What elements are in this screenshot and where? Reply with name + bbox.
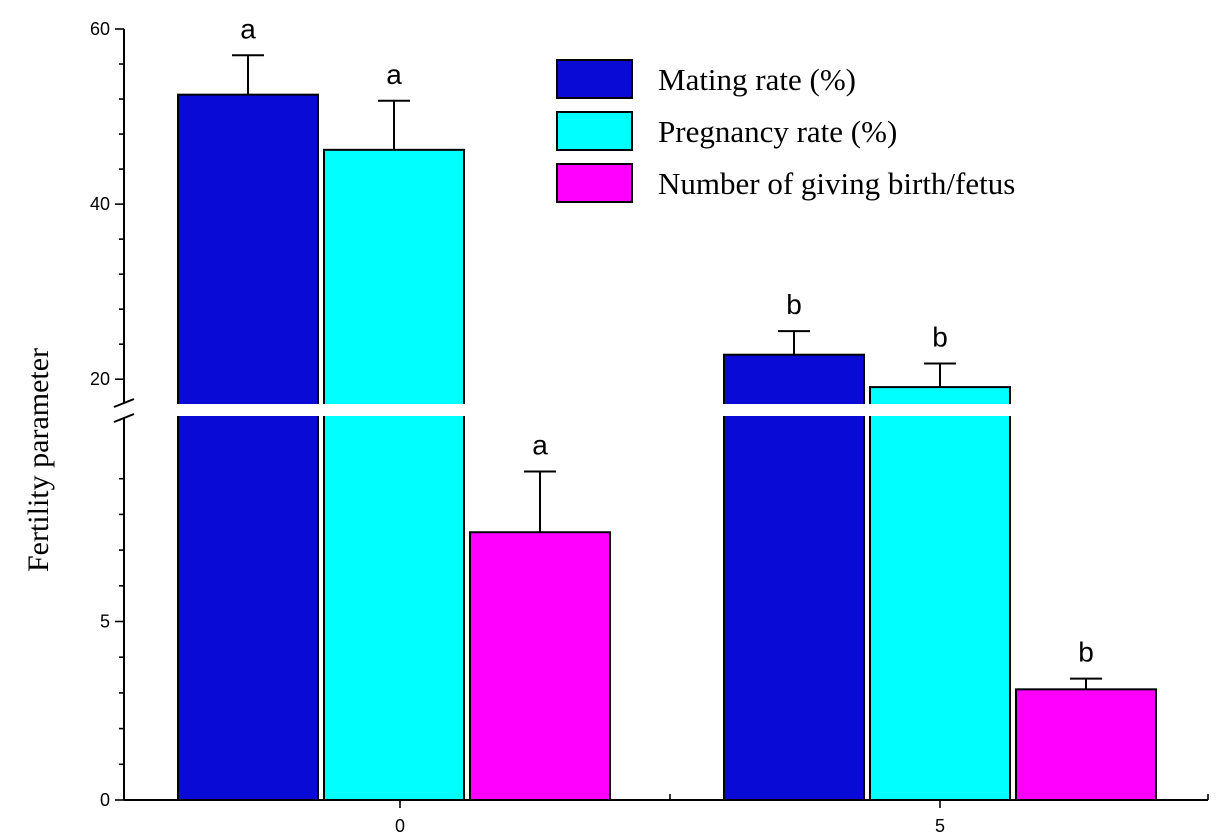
axes: 0 5 20 40 60 0 5 <box>90 19 1209 836</box>
bar <box>723 353 865 801</box>
y-axis-label: Fertility parameter <box>22 348 55 572</box>
y-tick-label: 5 <box>100 612 110 632</box>
legend-swatch <box>556 111 633 151</box>
axis-break-mark <box>113 398 135 423</box>
error-bar <box>378 99 410 150</box>
legend-label: Number of giving birth/fetus <box>658 166 1015 201</box>
significance-label: a <box>240 13 256 44</box>
error-bar <box>232 54 264 95</box>
y-tick-label: 20 <box>90 369 110 389</box>
bars-layer: a a a b b b <box>177 13 1157 802</box>
error-bar <box>778 330 810 355</box>
bar <box>1015 688 1157 802</box>
significance-label: b <box>1078 637 1094 668</box>
legend: Mating rate (%) Pregnancy rate (%) Number … <box>556 59 1015 203</box>
legend-item: Pregnancy rate (%) <box>556 111 897 151</box>
bar <box>869 386 1011 801</box>
bar <box>469 531 611 801</box>
significance-label: a <box>532 430 548 461</box>
significance-label: a <box>386 59 402 90</box>
legend-swatch <box>556 163 633 203</box>
y-tick-label: 40 <box>90 194 110 214</box>
legend-label: Mating rate (%) <box>658 62 856 97</box>
legend-swatch <box>556 59 633 99</box>
axis-break <box>118 404 1208 416</box>
error-bar <box>1070 677 1102 690</box>
error-bar <box>524 470 556 533</box>
bar <box>323 148 465 801</box>
y-tick-label: 0 <box>100 790 110 810</box>
significance-label: b <box>786 289 802 320</box>
significance-label: b <box>932 321 948 352</box>
bar <box>177 93 319 801</box>
legend-item: Number of giving birth/fetus <box>556 163 1015 203</box>
legend-label: Pregnancy rate (%) <box>658 114 897 149</box>
x-tick-label: 0 <box>395 816 405 836</box>
x-tick-label: 5 <box>935 816 945 836</box>
y-tick-label: 60 <box>90 19 110 39</box>
legend-item: Mating rate (%) <box>556 59 856 99</box>
error-bar <box>924 362 956 388</box>
